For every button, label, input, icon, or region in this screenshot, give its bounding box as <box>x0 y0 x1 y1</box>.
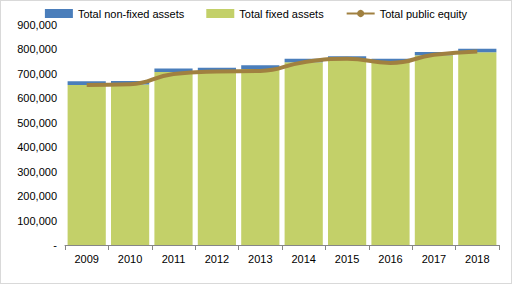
svg-text:2018: 2018 <box>465 253 489 265</box>
svg-text:800,000: 800,000 <box>17 43 57 55</box>
svg-text:600,000: 600,000 <box>17 92 57 104</box>
svg-text:2017: 2017 <box>422 253 446 265</box>
svg-text:700,000: 700,000 <box>17 68 57 80</box>
svg-text:Total non-fixed assets: Total non-fixed assets <box>78 8 185 20</box>
svg-text:2016: 2016 <box>378 253 402 265</box>
svg-text:2010: 2010 <box>118 253 142 265</box>
svg-text:-: - <box>53 239 57 251</box>
svg-text:900,000: 900,000 <box>17 19 57 31</box>
svg-text:2012: 2012 <box>205 253 229 265</box>
svg-text:100,000: 100,000 <box>17 215 57 227</box>
svg-text:200,000: 200,000 <box>17 190 57 202</box>
svg-text:Total fixed assets: Total fixed assets <box>239 8 324 20</box>
svg-text:2013: 2013 <box>248 253 272 265</box>
svg-text:2015: 2015 <box>335 253 359 265</box>
svg-text:300,000: 300,000 <box>17 166 57 178</box>
svg-text:2009: 2009 <box>74 253 98 265</box>
svg-text:2011: 2011 <box>162 253 186 265</box>
svg-text:Total public equity: Total public equity <box>380 8 468 20</box>
svg-text:400,000: 400,000 <box>17 141 57 153</box>
svg-text:2014: 2014 <box>291 253 315 265</box>
svg-text:500,000: 500,000 <box>17 117 57 129</box>
